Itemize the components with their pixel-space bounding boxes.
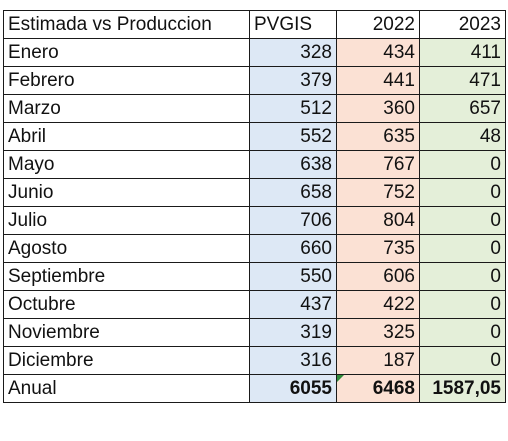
pvgis-cell[interactable]: 658	[249, 178, 337, 207]
month-cell[interactable]: Enero	[3, 38, 250, 67]
pvgis-cell[interactable]: 638	[249, 150, 337, 179]
y2022-cell[interactable]: 325	[336, 318, 420, 347]
table-row: Mayo 638 767 0	[3, 150, 506, 179]
production-table: Estimada vs Produccion PVGIS 2022 2023 E…	[3, 10, 506, 403]
y2023-cell[interactable]: 0	[419, 150, 506, 179]
y2023-cell[interactable]: 0	[419, 262, 506, 291]
total-2023-cell[interactable]: 1587,05	[419, 374, 506, 403]
table-row: Julio 706 804 0	[3, 206, 506, 235]
y2022-cell[interactable]: 804	[336, 206, 420, 235]
pvgis-cell[interactable]: 550	[249, 262, 337, 291]
month-cell[interactable]: Noviembre	[3, 318, 250, 347]
y2022-cell[interactable]: 360	[336, 94, 420, 123]
error-indicator-icon[interactable]	[337, 375, 344, 382]
pvgis-cell[interactable]: 660	[249, 234, 337, 263]
table-row: Septiembre 550 606 0	[3, 262, 506, 291]
pvgis-cell[interactable]: 437	[249, 290, 337, 319]
pvgis-cell[interactable]: 512	[249, 94, 337, 123]
month-cell[interactable]: Marzo	[3, 94, 250, 123]
table-row: Marzo 512 360 657	[3, 94, 506, 123]
y2022-cell[interactable]: 735	[336, 234, 420, 263]
month-cell[interactable]: Mayo	[3, 150, 250, 179]
y2022-cell[interactable]: 434	[336, 38, 420, 67]
y2023-cell[interactable]: 0	[419, 178, 506, 207]
y2023-cell[interactable]: 0	[419, 206, 506, 235]
month-cell[interactable]: Diciembre	[3, 346, 250, 375]
pvgis-cell[interactable]: 328	[249, 38, 337, 67]
y2023-cell[interactable]: 0	[419, 346, 506, 375]
y2022-cell[interactable]: 752	[336, 178, 420, 207]
y2023-cell[interactable]: 0	[419, 234, 506, 263]
table-row: Abril 552 635 48	[3, 122, 506, 151]
table-row: Febrero 379 441 471	[3, 66, 506, 95]
header-cell-pvgis[interactable]: PVGIS	[249, 10, 337, 39]
pvgis-cell[interactable]: 706	[249, 206, 337, 235]
pvgis-cell[interactable]: 379	[249, 66, 337, 95]
pvgis-cell[interactable]: 552	[249, 122, 337, 151]
y2023-cell[interactable]: 0	[419, 318, 506, 347]
total-pvgis-cell[interactable]: 6055	[249, 374, 337, 403]
month-cell[interactable]: Septiembre	[3, 262, 250, 291]
total-2022-cell[interactable]: 6468	[336, 374, 420, 403]
y2023-cell[interactable]: 48	[419, 122, 506, 151]
y2022-cell[interactable]: 767	[336, 150, 420, 179]
header-cell-2023[interactable]: 2023	[419, 10, 506, 39]
y2023-cell[interactable]: 0	[419, 290, 506, 319]
table-row: Agosto 660 735 0	[3, 234, 506, 263]
y2023-cell[interactable]: 657	[419, 94, 506, 123]
total-label-cell[interactable]: Anual	[3, 374, 250, 403]
header-cell-label[interactable]: Estimada vs Produccion	[3, 10, 250, 39]
y2022-cell[interactable]: 606	[336, 262, 420, 291]
table-row: Noviembre 319 325 0	[3, 318, 506, 347]
y2022-cell[interactable]: 187	[336, 346, 420, 375]
pvgis-cell[interactable]: 319	[249, 318, 337, 347]
table-row: Diciembre 316 187 0	[3, 346, 506, 375]
month-cell[interactable]: Abril	[3, 122, 250, 151]
y2023-cell[interactable]: 411	[419, 38, 506, 67]
month-cell[interactable]: Julio	[3, 206, 250, 235]
pvgis-cell[interactable]: 316	[249, 346, 337, 375]
header-row: Estimada vs Produccion PVGIS 2022 2023	[3, 10, 506, 39]
total-2022-value: 6468	[372, 377, 415, 399]
table-row: Junio 658 752 0	[3, 178, 506, 207]
month-cell[interactable]: Agosto	[3, 234, 250, 263]
header-cell-2022[interactable]: 2022	[336, 10, 420, 39]
month-cell[interactable]: Octubre	[3, 290, 250, 319]
y2022-cell[interactable]: 441	[336, 66, 420, 95]
y2022-cell[interactable]: 635	[336, 122, 420, 151]
y2023-cell[interactable]: 471	[419, 66, 506, 95]
month-cell[interactable]: Junio	[3, 178, 250, 207]
month-cell[interactable]: Febrero	[3, 66, 250, 95]
total-row: Anual 6055 6468 1587,05	[3, 374, 506, 403]
y2022-cell[interactable]: 422	[336, 290, 420, 319]
table-row: Octubre 437 422 0	[3, 290, 506, 319]
table-row: Enero 328 434 411	[3, 38, 506, 67]
